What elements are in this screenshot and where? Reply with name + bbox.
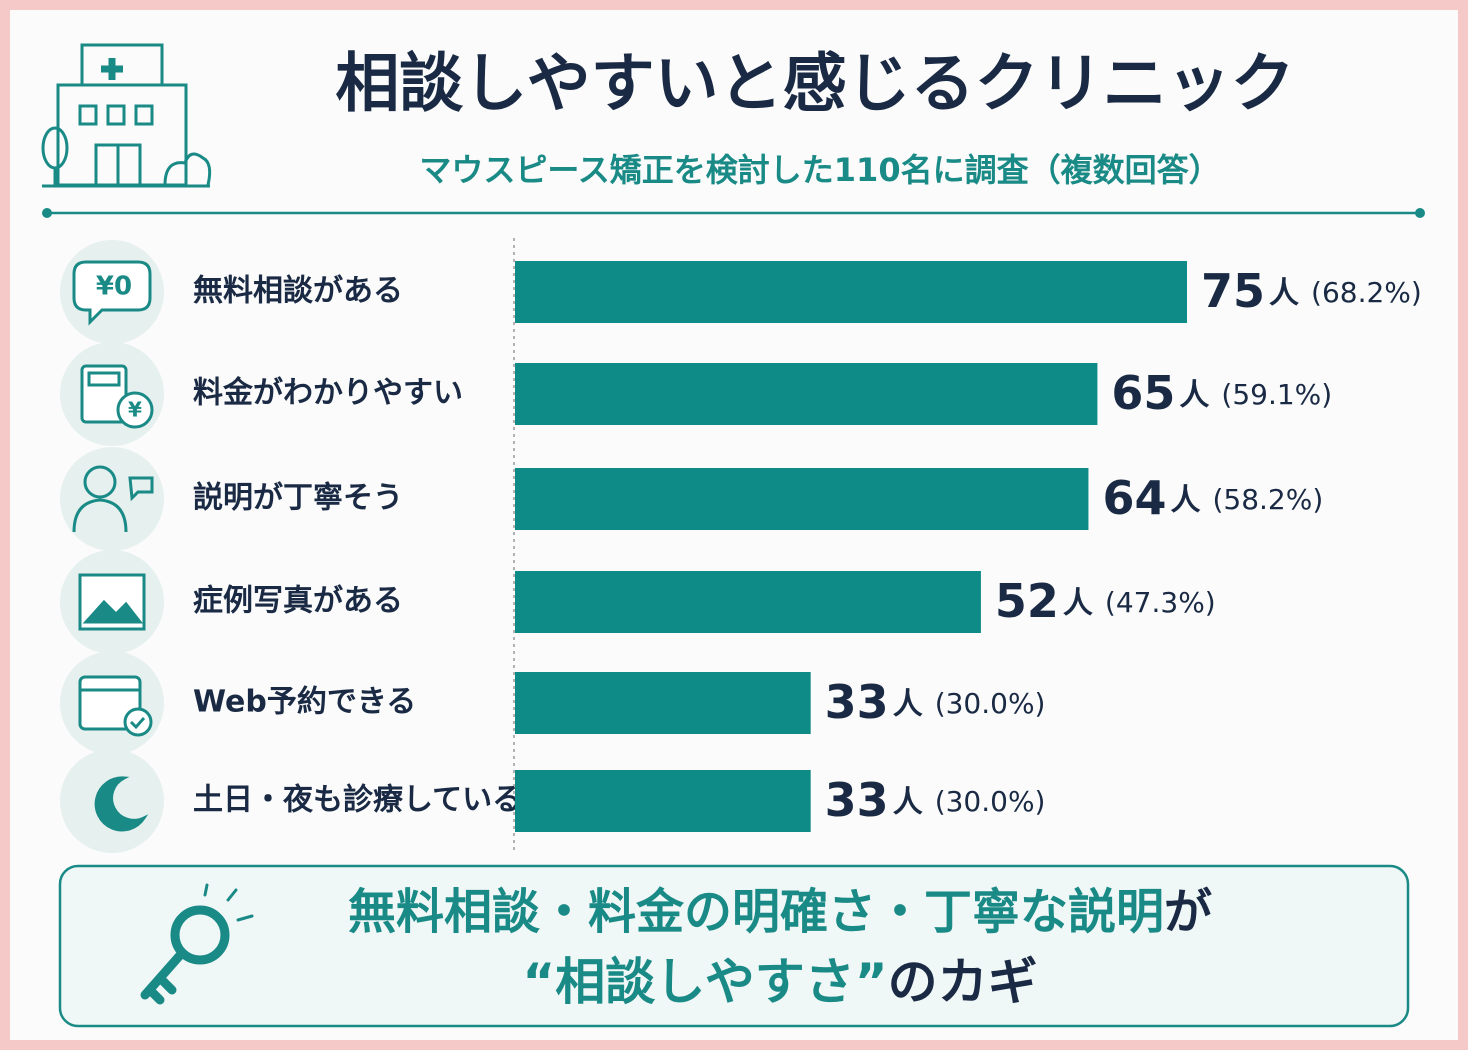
value-label: 33 人 — [825, 675, 923, 729]
value-number: 75 — [1201, 264, 1265, 318]
rows: 無料相談がある 75 人 (68.2%)料金がわかりやすい 65 人 (59.1%)説明が丁… — [193, 261, 1422, 832]
value-label-group: 65 人 (59.1%) — [1111, 366, 1332, 420]
bar — [515, 571, 981, 633]
category-label: 症例写真がある — [193, 584, 403, 619]
divider-dot — [42, 208, 52, 218]
icon-text: ¥ — [128, 398, 142, 422]
value-label: 33 人 — [825, 773, 923, 827]
value-label: 52 人 — [995, 574, 1093, 628]
value-label: 65 人 — [1111, 366, 1209, 420]
value-unit: 人 — [1063, 586, 1093, 621]
key-rays — [203, 883, 254, 922]
share-label: (30.0%) — [935, 785, 1046, 818]
bar — [515, 770, 811, 832]
value-number: 33 — [825, 675, 889, 729]
bar — [515, 672, 811, 734]
share-label: (68.2%) — [1311, 276, 1422, 309]
value-label-group: 75 人 (68.2%) — [1201, 264, 1422, 318]
footer-text: “相談しやすさ” — [522, 953, 887, 1011]
share-label: (58.2%) — [1212, 483, 1323, 516]
footer-text: のカギ — [888, 953, 1038, 1011]
divider-dot — [1415, 208, 1425, 218]
category-label: 説明が丁寧そう — [193, 481, 403, 516]
category-label: Web予約できる — [193, 685, 416, 720]
value-label-group: 33 人 (30.0%) — [825, 675, 1046, 729]
value-number: 65 — [1111, 366, 1175, 420]
value-number: 33 — [825, 773, 889, 827]
value-unit: 人 — [893, 687, 923, 722]
value-label-group: 52 人 (47.3%) — [995, 574, 1216, 628]
value-label-group: 64 人 (58.2%) — [1102, 471, 1323, 525]
value-unit: 人 — [1179, 378, 1209, 413]
category-label: 無料相談がある — [193, 274, 403, 309]
chart-title: 相談しやすいと感じるクリニック — [335, 48, 1294, 122]
icons — [60, 240, 164, 853]
bar — [515, 468, 1089, 530]
value-number: 64 — [1102, 471, 1166, 525]
share-label: (47.3%) — [1105, 586, 1216, 619]
footer-line: 無料相談・料金の明確さ・丁寧な説明が — [348, 884, 1212, 940]
key-icon — [140, 905, 230, 1005]
share-label: (59.1%) — [1221, 378, 1332, 411]
chart-subtitle: マウスピース矯正を検討した110名に調査（複数回答） — [419, 151, 1220, 189]
value-unit: 人 — [1269, 276, 1299, 311]
hospital-icon — [41, 43, 212, 188]
bar — [515, 363, 1098, 425]
value-label: 64 人 — [1102, 471, 1200, 525]
category-label: 土日・夜も診療している — [193, 783, 522, 818]
bar — [515, 261, 1187, 323]
footer-line: “相談しやすさ”のカギ — [522, 953, 1037, 1011]
value-label: 75 人 — [1201, 264, 1299, 318]
value-unit: 人 — [893, 785, 923, 820]
footer-text: が — [1164, 884, 1212, 940]
value-label-group: 33 人 (30.0%) — [825, 773, 1046, 827]
cross — [101, 58, 123, 80]
callout — [58, 864, 1410, 1028]
share-label: (30.0%) — [935, 687, 1046, 720]
value-number: 52 — [995, 574, 1059, 628]
footer-text: 無料相談・料金の明確さ・丁寧な説明 — [348, 884, 1164, 940]
icon-text: ¥0 — [96, 272, 132, 302]
category-label: 料金がわかりやすい — [193, 376, 463, 411]
value-unit: 人 — [1170, 483, 1200, 518]
